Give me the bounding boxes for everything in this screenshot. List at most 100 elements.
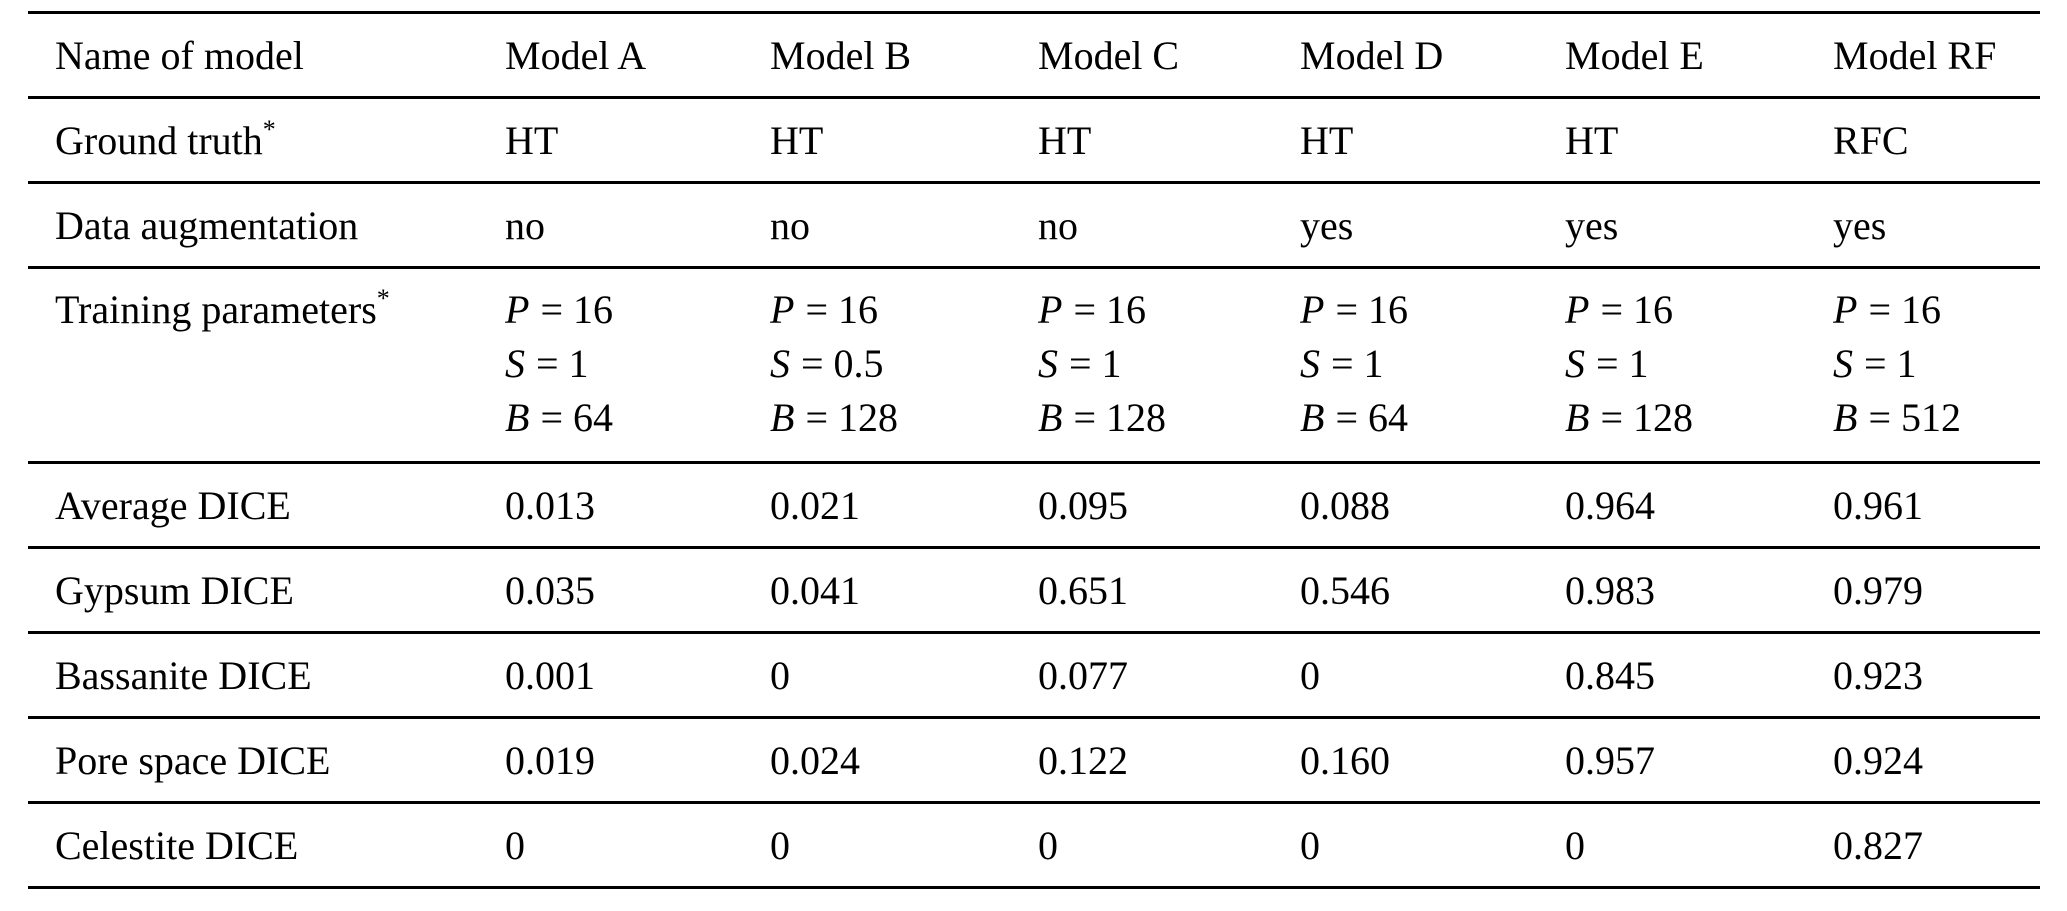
row-label-text: Ground truth (55, 118, 263, 163)
cell-gypsum-dice-e: 0.983 (1565, 568, 1655, 613)
cell-celestite-dice-e: 0 (1565, 823, 1585, 868)
cell-average-dice-e: 0.964 (1565, 483, 1655, 528)
cell-celestite-dice-c: 0 (1038, 823, 1058, 868)
row-label-data-augmentation: Data augmentation (55, 203, 359, 248)
param-symbol: S (1300, 341, 1320, 386)
header-model-d: Model D (1300, 33, 1444, 78)
table-row-average-dice: Average DICE 0.013 0.021 0.095 0.088 0.9… (28, 463, 2040, 548)
cell-average-dice-c: 0.095 (1038, 483, 1128, 528)
header-name-of-model: Name of model (55, 33, 304, 78)
header-model-c: Model C (1038, 33, 1180, 78)
cell-data-aug-e: yes (1565, 203, 1619, 248)
param-symbol: P (1565, 287, 1590, 332)
asterisk-superscript: * (262, 114, 276, 144)
param-value: = 1 (1331, 341, 1384, 386)
param-line: S = 1 (1300, 337, 1565, 391)
cell-data-aug-a: no (505, 203, 545, 248)
param-value: = 16 (1073, 287, 1146, 332)
cell-bassanite-dice-b: 0 (770, 653, 790, 698)
param-symbol: B (1833, 395, 1858, 440)
table-row-training-parameters: Training parameters* P = 16 S = 1 B = 64 P =… (28, 268, 2040, 463)
header-model-b: Model B (770, 33, 912, 78)
param-line: P = 16 (1038, 283, 1300, 337)
cell-average-dice-b: 0.021 (770, 483, 860, 528)
param-value: = 1 (536, 341, 589, 386)
param-line: P = 16 (1300, 283, 1565, 337)
cell-ground-truth-a: HT (505, 118, 559, 163)
param-symbol: B (505, 395, 530, 440)
param-value: = 16 (540, 287, 613, 332)
cell-average-dice-a: 0.013 (505, 483, 595, 528)
model-comparison-table: Name of model Model A Model B Model C Mo… (28, 11, 2040, 889)
table-row-celestite-dice: Celestite DICE 0 0 0 0 0 0.827 (28, 803, 2040, 888)
header-model-a: Model A (505, 33, 647, 78)
param-line: S = 1 (1038, 337, 1300, 391)
param-value: = 16 (805, 287, 878, 332)
row-label-bassanite-dice: Bassanite DICE (55, 653, 312, 698)
cell-gypsum-dice-b: 0.041 (770, 568, 860, 613)
param-value: = 1 (1864, 341, 1917, 386)
param-value: = 128 (1600, 395, 1693, 440)
param-value: = 1 (1069, 341, 1122, 386)
cell-ground-truth-e: HT (1565, 118, 1619, 163)
param-symbol: B (1038, 395, 1063, 440)
param-value: = 16 (1335, 287, 1408, 332)
param-value: = 64 (540, 395, 613, 440)
cell-gypsum-dice-rf: 0.979 (1833, 568, 1923, 613)
header-row: Name of model Model A Model B Model C Mo… (28, 13, 2040, 98)
param-symbol: B (1565, 395, 1590, 440)
param-line: P = 16 (770, 283, 1038, 337)
cell-pore-space-dice-a: 0.019 (505, 738, 595, 783)
param-line: B = 64 (1300, 391, 1565, 445)
cell-gypsum-dice-a: 0.035 (505, 568, 595, 613)
table-row-data-augmentation: Data augmentation no no no yes yes yes (28, 183, 2040, 268)
param-value: = 16 (1600, 287, 1673, 332)
param-symbol: S (1565, 341, 1585, 386)
header-model-e: Model E (1565, 33, 1704, 78)
cell-celestite-dice-d: 0 (1300, 823, 1320, 868)
param-symbol: P (505, 287, 530, 332)
row-label-training-parameters: Training parameters* (28, 268, 505, 463)
cell-ground-truth-rf: RFC (1833, 118, 1909, 163)
param-line: S = 1 (1565, 337, 1833, 391)
row-label-average-dice: Average DICE (55, 483, 291, 528)
cell-data-aug-b: no (770, 203, 810, 248)
param-line: B = 128 (770, 391, 1038, 445)
param-symbol: S (505, 341, 525, 386)
cell-bassanite-dice-c: 0.077 (1038, 653, 1128, 698)
row-label-text: Training parameters (55, 287, 377, 332)
cell-training-e: P = 16 S = 1 B = 128 (1565, 268, 1833, 463)
param-symbol: S (1833, 341, 1853, 386)
param-value: = 1 (1596, 341, 1649, 386)
cell-ground-truth-d: HT (1300, 118, 1354, 163)
cell-bassanite-dice-a: 0.001 (505, 653, 595, 698)
param-line: B = 128 (1038, 391, 1300, 445)
param-line: P = 16 (505, 283, 770, 337)
cell-training-b: P = 16 S = 0.5 B = 128 (770, 268, 1038, 463)
cell-pore-space-dice-b: 0.024 (770, 738, 860, 783)
param-line: S = 1 (1833, 337, 2040, 391)
param-line: B = 128 (1565, 391, 1833, 445)
param-symbol: P (1038, 287, 1063, 332)
param-line: S = 1 (505, 337, 770, 391)
header-model-rf: Model RF (1833, 33, 1997, 78)
param-symbol: S (770, 341, 790, 386)
cell-data-aug-rf: yes (1833, 203, 1887, 248)
cell-gypsum-dice-c: 0.651 (1038, 568, 1128, 613)
param-value: = 0.5 (801, 341, 884, 386)
table-wrapper: Name of model Model A Model B Model C Mo… (28, 11, 2040, 889)
param-line: P = 16 (1833, 283, 2040, 337)
cell-ground-truth-c: HT (1038, 118, 1092, 163)
cell-average-dice-d: 0.088 (1300, 483, 1390, 528)
row-label-ground-truth: Ground truth* (28, 98, 505, 183)
cell-gypsum-dice-d: 0.546 (1300, 568, 1390, 613)
cell-data-aug-c: no (1038, 203, 1078, 248)
param-value: = 16 (1868, 287, 1941, 332)
cell-training-c: P = 16 S = 1 B = 128 (1038, 268, 1300, 463)
param-symbol: B (1300, 395, 1325, 440)
param-symbol: P (770, 287, 795, 332)
row-label-pore-space-dice: Pore space DICE (55, 738, 331, 783)
param-symbol: S (1038, 341, 1058, 386)
table-row-gypsum-dice: Gypsum DICE 0.035 0.041 0.651 0.546 0.98… (28, 548, 2040, 633)
row-label-celestite-dice: Celestite DICE (55, 823, 299, 868)
